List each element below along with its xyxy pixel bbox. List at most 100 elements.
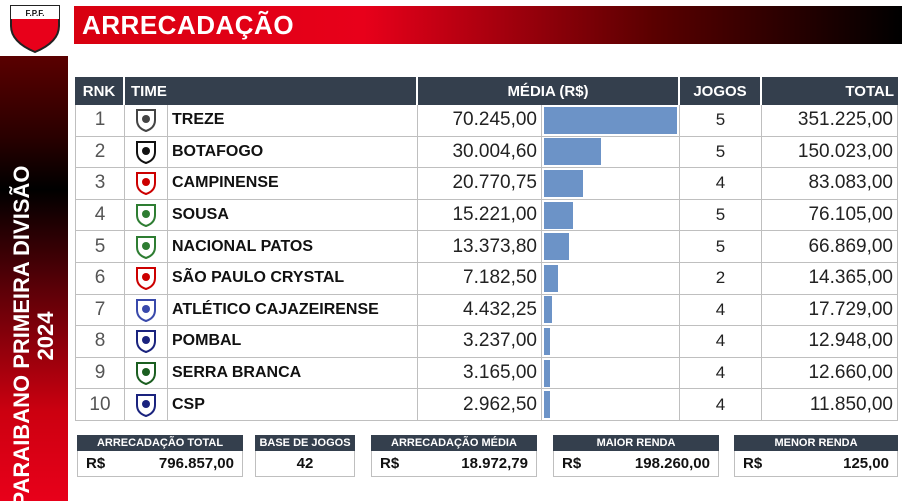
summary-avg-value: 18.972,79 (461, 455, 528, 472)
summary-avg-label: ARRECADAÇÃO MÉDIA (371, 435, 537, 451)
row-games: 5 (680, 136, 762, 168)
row-total: 12.660,00 (762, 357, 898, 389)
page-title: ARRECADAÇÃO (82, 10, 295, 40)
column-media: MÉDIA (R$) (418, 77, 680, 105)
average-bar (544, 296, 553, 324)
summary-avg-currency: R$ (380, 455, 400, 472)
summary-max: MAIOR RENDA R$ 198.260,00 (553, 435, 719, 477)
table-row: 4 SOUSA 15.221,00 5 76.105,00 (75, 199, 898, 232)
atletico-cajazeirense-crest-icon (125, 294, 168, 326)
column-time: TIME (125, 77, 418, 105)
summary-max-label: MAIOR RENDA (553, 435, 719, 451)
summary-base: BASE DE JOGOS 42 (255, 435, 355, 477)
row-average: 13.373,80 (418, 231, 542, 262)
summary-min-value-box: R$ 125,00 (734, 451, 898, 477)
row-total: 150.023,00 (762, 136, 898, 168)
logo-text: F.P.F. (26, 9, 45, 18)
row-bar-cell (542, 168, 680, 199)
row-games: 4 (680, 294, 762, 326)
average-bar (544, 169, 584, 197)
row-team-name: CAMPINENSE (168, 168, 418, 199)
table-row: 3 CAMPINENSE 20.770,75 4 83.083,00 (75, 168, 898, 200)
row-average: 70.245,00 (418, 105, 542, 136)
row-rank: 6 (75, 262, 125, 294)
row-rank: 2 (75, 136, 125, 168)
row-average: 15.221,00 (418, 199, 542, 231)
row-total: 351.225,00 (762, 105, 898, 136)
summary-avg-value-box: R$ 18.972,79 (371, 451, 537, 477)
row-games: 4 (680, 357, 762, 389)
nacional-patos-crest-icon (125, 231, 168, 262)
row-team-name: NACIONAL PATOS (168, 231, 418, 262)
csp-crest-icon (125, 389, 168, 420)
table-row: 6 SÃO PAULO CRYSTAL 7.182,50 2 14.365,00 (75, 262, 898, 295)
summary-total-value: 796.857,00 (158, 455, 234, 472)
summary-max-value: 198.260,00 (634, 455, 710, 472)
row-team-name: SERRA BRANCA (168, 357, 418, 389)
botafogo-crest-icon (125, 136, 168, 168)
table-row: 2 BOTAFOGO 30.004,60 5 150.023,00 (75, 136, 898, 169)
summary-avg: ARRECADAÇÃO MÉDIA R$ 18.972,79 (371, 435, 537, 477)
row-average: 7.182,50 (418, 262, 542, 294)
row-bar-cell (542, 136, 680, 168)
treze-crest-icon (125, 105, 168, 136)
sao-paulo-crystal-crest-icon (125, 262, 168, 294)
row-bar-cell (542, 357, 680, 389)
row-rank: 8 (75, 326, 125, 357)
column-jogos: JOGOS (680, 77, 762, 105)
serra-branca-crest-icon (125, 357, 168, 389)
column-rnk: RNK (75, 77, 125, 105)
summary-base-value: 42 (296, 455, 314, 472)
row-total: 12.948,00 (762, 326, 898, 357)
row-bar-cell (542, 231, 680, 262)
table-row: 10 CSP 2.962,50 4 11.850,00 (75, 389, 898, 421)
row-average: 4.432,25 (418, 294, 542, 326)
row-team-name: ATLÉTICO CAJAZEIRENSE (168, 294, 418, 326)
row-games: 4 (680, 389, 762, 420)
row-rank: 10 (75, 389, 125, 420)
row-team-name: SOUSA (168, 199, 418, 231)
row-games: 5 (680, 231, 762, 262)
row-bar-cell (542, 326, 680, 357)
row-average: 20.770,75 (418, 168, 542, 199)
row-total: 66.869,00 (762, 231, 898, 262)
average-bar (544, 201, 573, 229)
row-rank: 9 (75, 357, 125, 389)
summary-min-label: MENOR RENDA (734, 435, 898, 451)
row-rank: 3 (75, 168, 125, 199)
row-games: 4 (680, 168, 762, 199)
summary-total: ARRECADAÇÃO TOTAL R$ 796.857,00 (77, 435, 243, 477)
table-row: 5 NACIONAL PATOS 13.373,80 5 66.869,00 (75, 231, 898, 263)
row-total: 14.365,00 (762, 262, 898, 294)
summary-total-label: ARRECADAÇÃO TOTAL (77, 435, 243, 451)
row-rank: 7 (75, 294, 125, 326)
row-team-name: CSP (168, 389, 418, 420)
row-team-name: TREZE (168, 105, 418, 136)
revenue-table: RNK TIME MÉDIA (R$) JOGOS TOTAL 1 TREZE 70… (75, 77, 898, 421)
table-row: 7 ATLÉTICO CAJAZEIRENSE 4.432,25 4 17.729,00 (75, 294, 898, 327)
summary-base-label: BASE DE JOGOS (255, 435, 355, 451)
row-total: 83.083,00 (762, 168, 898, 199)
row-average: 2.962,50 (418, 389, 542, 420)
fpf-logo: F.P.F. (8, 4, 62, 54)
row-rank: 4 (75, 199, 125, 231)
row-bar-cell (542, 199, 680, 231)
row-average: 3.165,00 (418, 357, 542, 389)
average-bar (544, 359, 550, 387)
row-total: 17.729,00 (762, 294, 898, 326)
row-games: 2 (680, 262, 762, 294)
side-banner: PARAIBANO PRIMEIRA DIVISÃO 2024 (0, 56, 68, 501)
summary-min: MENOR RENDA R$ 125,00 (734, 435, 898, 477)
side-banner-text: PARAIBANO PRIMEIRA DIVISÃO 2024 (9, 165, 58, 501)
campinense-crest-icon (125, 168, 168, 199)
title-banner (74, 6, 902, 44)
sousa-crest-icon (125, 199, 168, 231)
row-team-name: POMBAL (168, 326, 418, 357)
row-games: 5 (680, 105, 762, 136)
row-games: 4 (680, 326, 762, 357)
row-rank: 5 (75, 231, 125, 262)
row-total: 11.850,00 (762, 389, 898, 420)
average-bar (544, 391, 550, 419)
row-games: 5 (680, 199, 762, 231)
table-body: 1 TREZE 70.245,00 5 351.225,00 2 BOTAFOGO 30.00… (75, 105, 898, 421)
